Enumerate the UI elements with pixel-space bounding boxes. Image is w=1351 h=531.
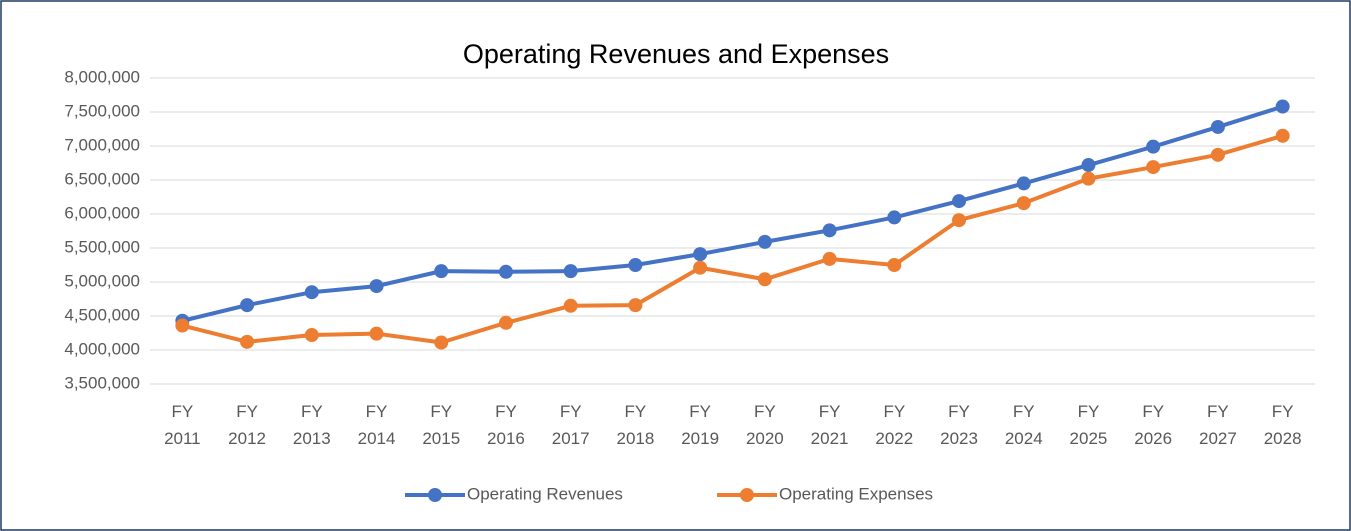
x-tick-label: FY 2012 [228, 402, 266, 448]
x-tick-label: FY 2021 [811, 402, 849, 448]
data-point [887, 258, 902, 272]
data-point [304, 328, 319, 343]
x-tick-label: FY 2015 [422, 402, 460, 448]
data-point [1081, 158, 1096, 173]
y-tick-label: 6,500,000 [64, 169, 140, 188]
chart-title: Operating Revenues and Expenses [463, 39, 889, 69]
data-point [1275, 99, 1290, 114]
y-tick-label: 5,500,000 [64, 237, 140, 256]
data-point [304, 285, 319, 300]
data-point [563, 264, 578, 279]
data-point [822, 223, 837, 238]
data-point [434, 264, 449, 279]
legend-label: Operating Revenues [467, 484, 623, 503]
y-tick-label: 7,500,000 [64, 101, 140, 120]
data-point [952, 194, 967, 209]
data-point [1210, 147, 1225, 162]
x-tick-label: FY 2020 [746, 402, 784, 448]
legend-marker [740, 488, 754, 502]
data-point [1146, 160, 1161, 175]
y-tick-label: 7,000,000 [64, 135, 140, 154]
data-point [369, 279, 384, 294]
data-point [1016, 196, 1031, 211]
data-point [563, 298, 578, 313]
x-tick-label: FY 2027 [1199, 402, 1237, 448]
data-point [757, 234, 772, 249]
data-point [693, 247, 708, 262]
data-point [1146, 139, 1161, 154]
data-point [498, 315, 513, 330]
series-line [181, 133, 1284, 345]
x-tick-label: FY 2024 [1005, 402, 1043, 448]
data-point [628, 258, 643, 272]
y-tick-label: 5,000,000 [64, 271, 140, 290]
data-point [628, 298, 643, 313]
data-point [952, 213, 967, 228]
legend-marker [428, 488, 442, 502]
data-point [1081, 171, 1096, 186]
x-tick-label: FY 2017 [552, 402, 590, 448]
data-point [498, 264, 513, 279]
x-tick-label: FY 2019 [681, 402, 719, 448]
data-point [1275, 128, 1290, 143]
legend-label: Operating Expenses [779, 484, 933, 503]
x-tick-label: FY 2026 [1134, 402, 1172, 448]
data-point [693, 260, 708, 275]
data-point [434, 335, 449, 350]
x-tick-label: FY 2028 [1264, 402, 1302, 448]
series-line [181, 104, 1284, 323]
y-tick-label: 8,000,000 [64, 67, 140, 86]
data-point [887, 210, 902, 225]
x-tick-label: FY 2016 [487, 402, 525, 448]
x-tick-label: FY 2022 [875, 402, 913, 448]
x-tick-label: FY 2023 [940, 402, 978, 448]
x-tick-label: FY 2014 [358, 402, 396, 448]
y-tick-label: 4,000,000 [64, 339, 140, 358]
x-tick-label: FY 2025 [1070, 402, 1108, 448]
y-tick-label: 4,500,000 [64, 305, 140, 324]
data-point [1210, 119, 1225, 134]
data-point [822, 251, 837, 266]
data-point [175, 318, 190, 333]
y-tick-label: 3,500,000 [64, 373, 140, 392]
x-tick-label: FY 2013 [293, 402, 331, 448]
data-point [757, 272, 772, 287]
y-tick-label: 6,000,000 [64, 203, 140, 222]
data-point [240, 298, 255, 313]
x-tick-label: FY 2018 [617, 402, 655, 448]
data-point [369, 326, 384, 341]
data-point [1016, 176, 1031, 191]
data-point [240, 334, 255, 349]
x-tick-label: FY 2011 [164, 402, 201, 448]
